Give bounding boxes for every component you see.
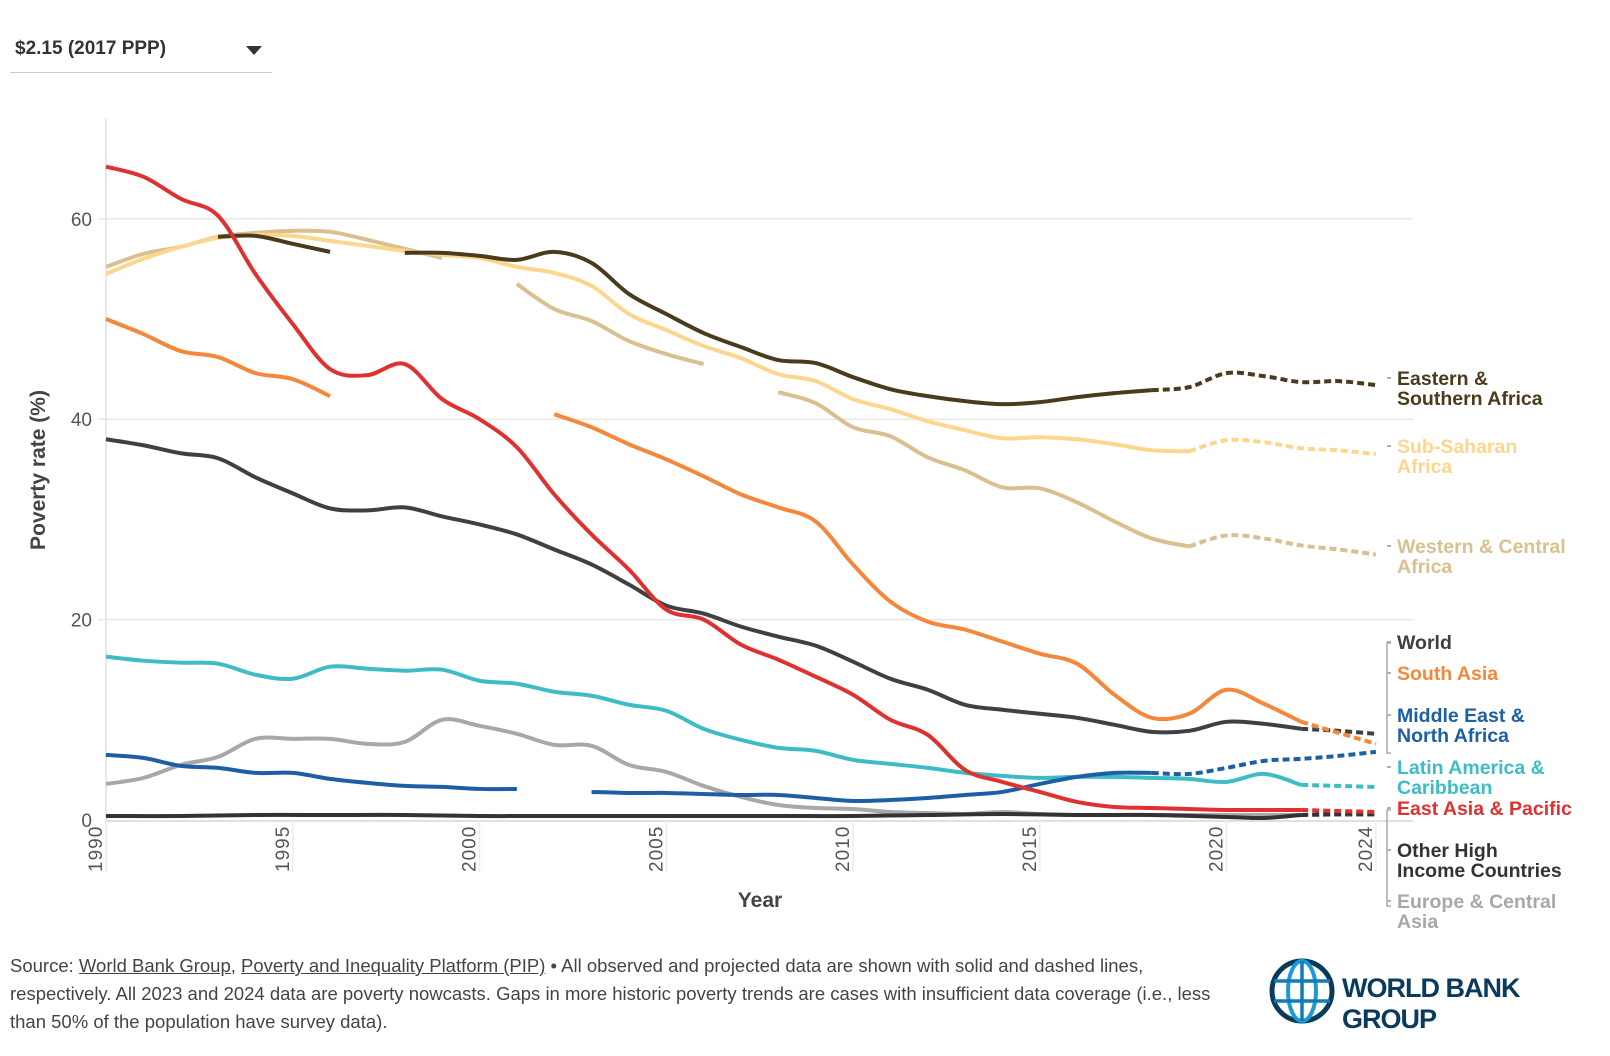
series-label: Income Countries — [1397, 860, 1562, 882]
observed-line-south-asia — [105, 317, 331, 398]
x-tick-label: 2020 — [1207, 826, 1228, 872]
grid — [98, 218, 1414, 621]
projected-line-eastern-southern-africa — [1151, 370, 1377, 393]
projected-line-middle-east-north-africa — [1151, 749, 1377, 777]
y-tick-label: 20 — [71, 611, 92, 632]
series-label: Asia — [1397, 911, 1438, 933]
projected-line-sub-saharan-africa — [1188, 437, 1377, 457]
x-tick-label: 2010 — [833, 826, 854, 872]
series-label: East Asia & Pacific — [1397, 798, 1572, 820]
y-tick-label: 40 — [71, 410, 92, 431]
world-bank-group-link[interactable]: World Bank Group — [78, 955, 231, 976]
observed-line-sub-saharan-africa — [105, 232, 1190, 454]
x-axis-title: Year — [738, 889, 782, 912]
observed-line-other-high-income-countries — [105, 811, 1302, 821]
observed-line-western-central-africa — [515, 282, 705, 367]
series-label: Middle East & — [1397, 705, 1525, 727]
observed-line-middle-east-north-africa — [105, 752, 517, 792]
series-label: Sub-Saharan — [1397, 436, 1517, 458]
observed-line-western-central-africa — [105, 228, 443, 269]
label-bracket — [1386, 809, 1391, 907]
series-label: World — [1397, 632, 1452, 654]
observed-line-world — [105, 437, 1302, 735]
observed-line-europe-central-asia — [105, 717, 1302, 818]
y-axis-title: Poverty rate (%) — [27, 390, 50, 550]
series-label: Southern Africa — [1397, 388, 1543, 410]
series-label: Europe & Central — [1397, 891, 1556, 913]
observed-line-east-asia-pacific — [105, 164, 1302, 813]
observed-line-western-central-africa — [777, 390, 1190, 549]
dropdown-selected-value: $2.15 (2017 PPP) — [15, 38, 167, 59]
series-labels: Eastern &Southern AfricaSub-SaharanAfric… — [1386, 368, 1572, 933]
projected-line-east-asia-pacific — [1301, 807, 1376, 814]
x-tick-label: 2024 — [1356, 826, 1377, 872]
series-label: Latin America & — [1397, 757, 1545, 779]
x-tick-label: 2005 — [646, 826, 667, 872]
series-label: Eastern & — [1397, 368, 1488, 390]
source-prefix: Source: — [10, 955, 79, 976]
observed-line-south-asia — [553, 412, 1303, 724]
series-label: North Africa — [1397, 725, 1509, 747]
poverty-line-dropdown[interactable]: $2.15 (2017 PPP) — [10, 30, 272, 73]
label-bracket — [1386, 642, 1391, 754]
source-separator: , — [230, 955, 242, 976]
source-description: • All observed and projected data are sh… — [10, 955, 1211, 1032]
series-label: Africa — [1397, 556, 1452, 578]
axes: 0 20 40 60 1990 1995 2000 2005 2010 2015 2020 2024 — [71, 118, 1414, 872]
series-lines — [105, 164, 1377, 821]
series-label: Africa — [1397, 456, 1452, 478]
projected-line-south-asia — [1300, 719, 1377, 746]
series-label: Caribbean — [1397, 777, 1492, 799]
observed-line-latin-america-caribbean — [105, 654, 1302, 787]
x-tick-label: 1990 — [86, 826, 107, 872]
logo-text: WORLD BANK GROUP — [1342, 973, 1520, 1034]
series-label: Western & Central — [1397, 536, 1566, 558]
y-tick-label: 0 — [81, 811, 92, 832]
x-tick-label: 2000 — [460, 826, 481, 872]
series-label: South Asia — [1397, 663, 1498, 685]
x-tick-label: 1995 — [273, 826, 294, 872]
pip-link[interactable]: Poverty and Inequality Platform (PIP) — [241, 955, 546, 976]
observed-line-eastern-southern-africa — [404, 249, 1152, 407]
globe-icon — [1269, 958, 1335, 1024]
x-tick-label: 2015 — [1020, 826, 1041, 872]
projected-line-latin-america-caribbean — [1301, 782, 1376, 789]
observed-line-middle-east-north-africa — [591, 770, 1152, 804]
source-note: Source: World Bank Group, Poverty and In… — [10, 952, 1245, 1036]
projected-line-other-high-income-countries — [1301, 811, 1376, 817]
projected-line-western-central-africa — [1188, 533, 1377, 557]
y-tick-label: 60 — [71, 210, 92, 231]
caret-down-icon — [246, 46, 262, 55]
series-label: Other High — [1397, 840, 1498, 862]
world-bank-group-logo: WORLD BANK GROUP — [1268, 955, 1610, 1034]
